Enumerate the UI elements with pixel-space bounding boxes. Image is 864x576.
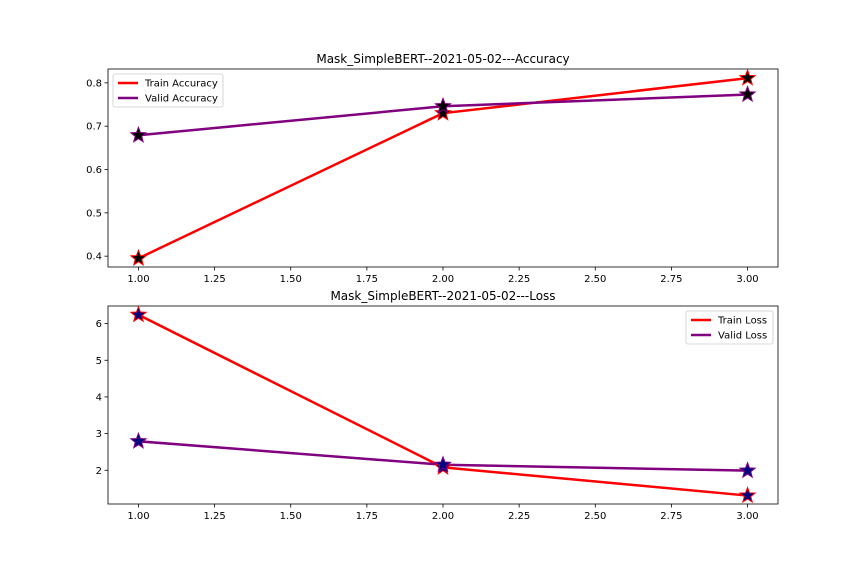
legend-label: Train Accuracy (144, 79, 218, 90)
chart-title: Mask_SimpleBERT--2021-05-02---Accuracy (316, 52, 569, 66)
x-tick-label: 1.75 (356, 511, 378, 522)
x-tick-label: 1.00 (127, 511, 149, 522)
series-2-point (434, 96, 452, 114)
legend-label: Valid Loss (718, 331, 767, 342)
series-1-point (129, 305, 148, 323)
x-tick-label: 3.00 (736, 274, 758, 285)
chart-2: Mask_SimpleBERT--2021-05-02---Loss 1.00 1.… (96, 289, 779, 522)
chart-title: Mask_SimpleBERT--2021-05-02---Loss (330, 289, 555, 303)
x-tick-label: 2.25 (508, 274, 530, 285)
series-1-point (738, 486, 757, 504)
x-tick-label: 2.75 (660, 274, 682, 285)
y-tick-label: 0.4 (86, 252, 102, 263)
x-tick-label: 2.50 (584, 274, 606, 285)
plot-area (107, 305, 779, 505)
legend-box (112, 73, 224, 108)
chart-1: Mask_SimpleBERT--2021-05-02---Accuracy 1.… (86, 52, 779, 285)
x-tick-label: 2.25 (508, 511, 530, 522)
x-tick-label: 1.75 (356, 274, 378, 285)
series-2-point (129, 125, 148, 143)
series-2-point (738, 85, 757, 103)
y-tick-label: 0.5 (86, 208, 102, 219)
series-2-point (434, 455, 452, 473)
series-1-point (129, 248, 148, 266)
series-2-point (129, 431, 148, 449)
legend: Train Loss Valid Loss (685, 310, 774, 345)
x-tick-label: 2.00 (432, 274, 454, 285)
x-tick-label: 2.75 (660, 511, 682, 522)
series-1-point (434, 103, 452, 121)
legend-label: Train Loss (717, 316, 767, 327)
plot-area (107, 68, 779, 268)
y-tick-label: 5 (96, 356, 102, 367)
x-tick-label: 1.50 (280, 511, 302, 522)
y-tick-label: 4 (96, 392, 102, 403)
y-tick-label: 3 (96, 429, 102, 440)
x-tick-label: 1.50 (280, 274, 302, 285)
y-tick-label: 2 (96, 466, 102, 477)
legend-label: Valid Accuracy (145, 94, 218, 105)
y-tick-label: 6 (96, 319, 102, 330)
x-tick-label: 2.00 (432, 511, 454, 522)
y-tick-label: 0.8 (86, 78, 102, 89)
series-2-point (738, 461, 757, 479)
x-tick-label: 1.25 (203, 511, 225, 522)
x-tick-label: 2.50 (584, 511, 606, 522)
y-tick-label: 0.6 (86, 165, 102, 176)
x-tick-label: 1.00 (127, 274, 149, 285)
legend: Train Accuracy Valid Accuracy (112, 73, 224, 108)
y-tick-label: 0.7 (86, 122, 102, 133)
x-tick-label: 3.00 (736, 511, 758, 522)
x-tick-label: 1.25 (203, 274, 225, 285)
series-1-point (738, 68, 757, 86)
